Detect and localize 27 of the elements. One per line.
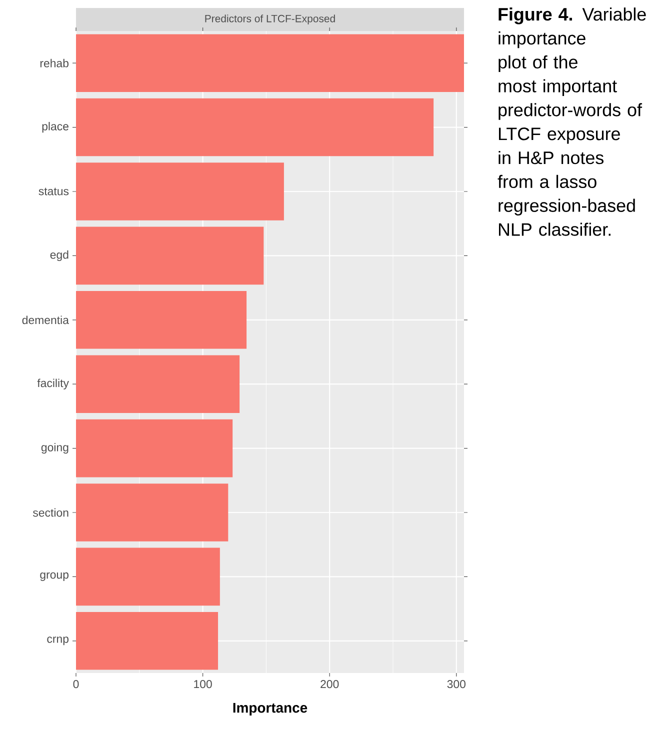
y-tick-label: dementia — [22, 316, 69, 324]
text: Figure 4. Variable importance plot of the most important predictor-words of LTCF exposure in H&P notes from a lasso regression-based NLP classifier. — [498, 8, 646, 236]
y-tick-label: crnp — [47, 636, 68, 646]
x-tick-label: 200 — [320, 680, 339, 688]
bar — [76, 226, 264, 285]
bar — [76, 548, 220, 606]
y-tick-label: section — [32, 508, 68, 517]
bar — [76, 98, 434, 156]
y-tick-label: rehab — [40, 58, 68, 68]
x-axis-title: Importance — [233, 702, 308, 716]
y-tick-label: facility — [37, 378, 69, 390]
x-tick-label: 300 — [447, 680, 466, 688]
bar — [76, 612, 218, 670]
bar — [76, 484, 228, 542]
bar — [76, 34, 464, 92]
y-tick-label: egd — [50, 250, 68, 262]
bar — [76, 162, 284, 220]
bar — [76, 355, 240, 413]
y-tick-label: going — [41, 442, 68, 454]
y-tick-label: status — [38, 188, 69, 196]
y-tick-label: group — [40, 572, 68, 581]
y-tick-label: place — [42, 122, 68, 133]
bar — [76, 419, 233, 478]
x-tick-label: 0 — [73, 680, 79, 688]
chart-title: Predictors of LTCF-Exposed — [205, 14, 335, 24]
x-tick-label: 100 — [194, 680, 212, 688]
bar — [76, 291, 247, 349]
